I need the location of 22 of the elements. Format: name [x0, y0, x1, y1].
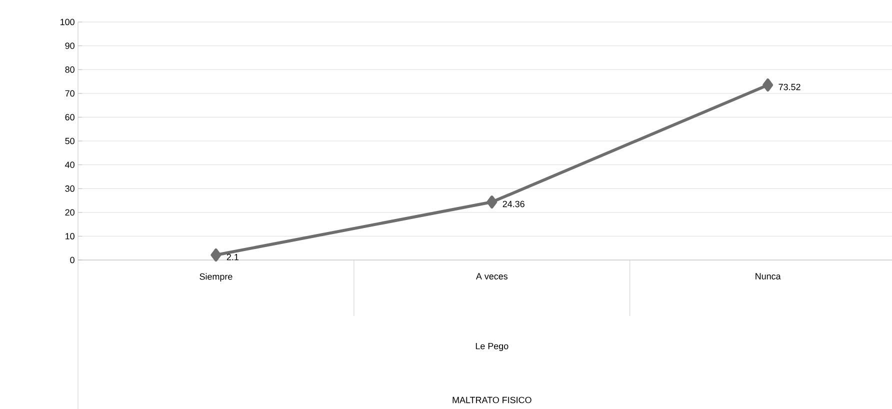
y-tick-label: 60	[65, 114, 74, 120]
y-tick-label: 100	[60, 18, 74, 26]
y-tick-label: 40	[65, 162, 74, 168]
y-tick-label: 50	[65, 138, 74, 144]
data-label: 73.52	[778, 84, 800, 90]
data-label: 2.1	[226, 254, 238, 260]
x-tick-label: A veces	[476, 273, 508, 280]
y-tick-label: 10	[66, 233, 74, 240]
x-tick-label: Nunca	[756, 273, 781, 280]
point	[486, 196, 498, 209]
y-tick-label: 90	[65, 42, 74, 49]
y-tick-label: 20	[65, 209, 74, 216]
text: MALTRATO FISICO	[452, 396, 532, 404]
text: Le Pego	[476, 342, 508, 352]
y-tick-label: 80	[65, 66, 74, 73]
point	[762, 78, 774, 92]
y-tick-label: 30	[65, 185, 74, 192]
point	[210, 248, 222, 262]
x-tick-label: Siempre	[200, 273, 232, 282]
y-tick-label: 70	[65, 90, 74, 97]
data-label: 24.36	[502, 200, 524, 208]
y-tick-label: 0	[70, 256, 74, 264]
